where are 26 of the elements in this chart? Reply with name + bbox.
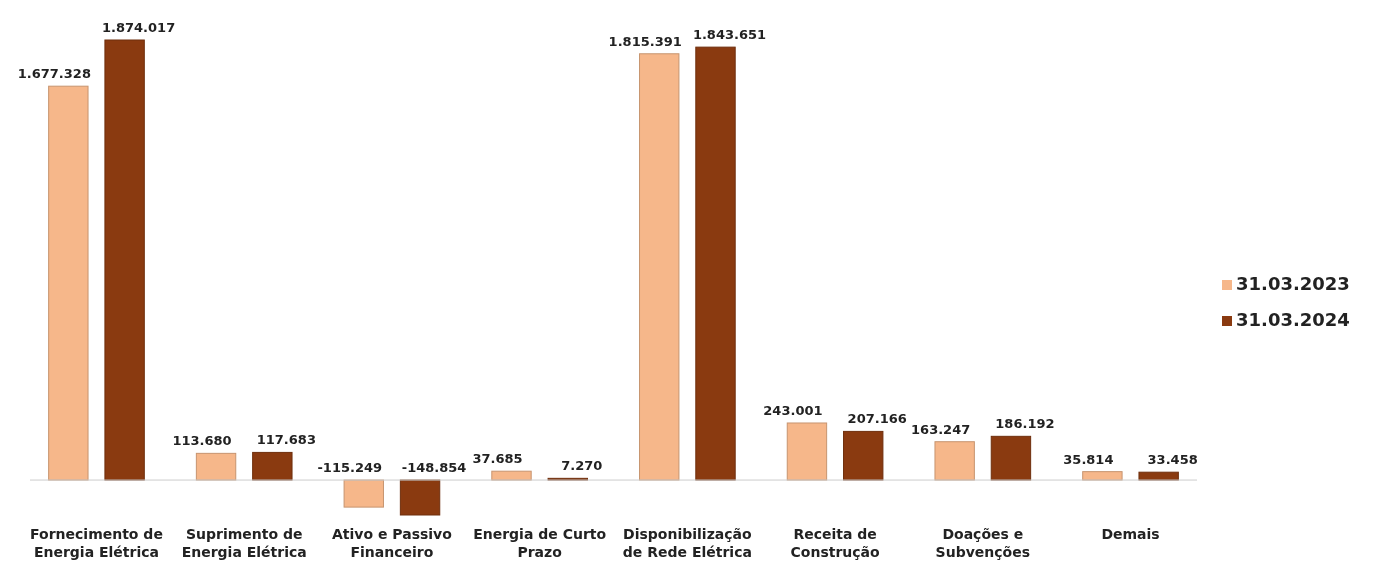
data-label: 117.683 — [256, 432, 316, 448]
legend-label: 31.03.2023 — [1236, 273, 1350, 294]
data-label: 7.270 — [561, 458, 603, 474]
data-label: 1.843.651 — [692, 27, 767, 43]
data-label: -148.854 — [401, 460, 467, 476]
data-label: 35.814 — [1063, 451, 1114, 467]
x-tick-label: Doações e Subvenções — [935, 526, 1031, 560]
data-label: 1.874.017 — [102, 20, 176, 35]
data-label: 186.192 — [995, 416, 1055, 432]
data-label: 1.815.391 — [608, 33, 682, 49]
data-label: 243.001 — [763, 402, 823, 418]
data-label: 33.458 — [1147, 452, 1198, 468]
x-tick-label: Disponibilização de Rede Elétrica — [622, 526, 753, 560]
x-tick-label: Energia de Curto Prazo — [473, 526, 607, 560]
x-tick-label: Suprimento de Energia Elétrica — [181, 526, 307, 560]
data-label: 1.677.328 — [17, 66, 91, 82]
data-label: 207.166 — [847, 411, 907, 427]
x-tick-label: Fornecimento de Energia Elétrica — [30, 526, 163, 560]
data-label: 113.680 — [172, 433, 232, 449]
x-tick-label: Receita de Construção — [790, 526, 881, 560]
legend-label: 31.03.2024 — [1236, 309, 1350, 330]
data-label: 163.247 — [911, 421, 971, 437]
x-tick-label: Demais — [1101, 526, 1160, 542]
data-label: -115.249 — [317, 460, 383, 476]
x-tick-label: Ativo e Passivo Financeiro — [331, 526, 453, 560]
data-label: 37.685 — [472, 451, 523, 467]
